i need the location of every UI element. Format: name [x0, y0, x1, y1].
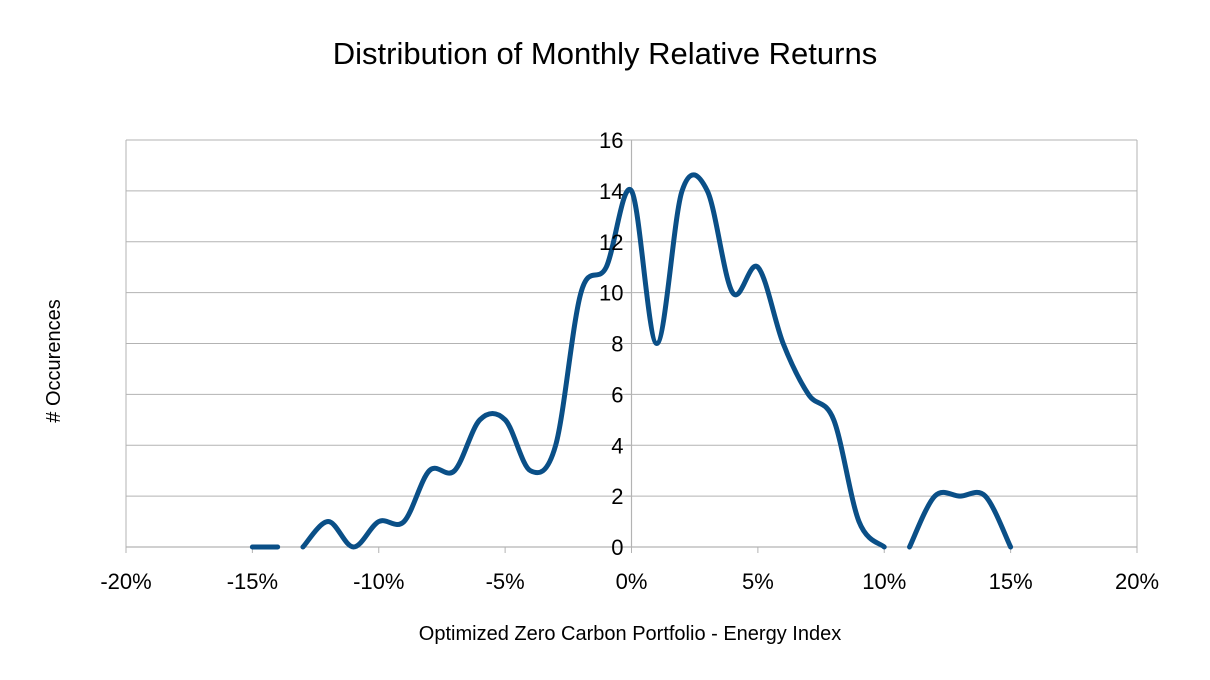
x-tick-label: 20%	[1115, 569, 1159, 594]
y-tick-label: 16	[599, 128, 623, 153]
series	[249, 172, 1014, 550]
x-tick-label: 5%	[742, 569, 774, 594]
x-tick-label: 0%	[616, 569, 648, 594]
series-line-segment	[907, 489, 1014, 550]
x-tick-label: 10%	[862, 569, 906, 594]
y-tick-label: 12	[599, 230, 623, 255]
y-tick-label: 14	[599, 179, 623, 204]
axes	[125, 139, 1138, 553]
chart-title: Distribution of Monthly Relative Returns	[333, 36, 877, 71]
y-tick-label: 0	[611, 535, 623, 560]
y-tick-label: 4	[611, 433, 623, 458]
x-tick-label: -20%	[100, 569, 151, 594]
tick-labels: -20% -15% -10% -5% 0% 5% 10% 15% 20% 0 2 4 6 8 10 12 14 1…	[100, 128, 1159, 594]
x-tick-label: -5%	[486, 569, 525, 594]
y-tick-label: 6	[611, 382, 623, 407]
y-axis-title: # Occurences	[43, 299, 65, 422]
y-tick-label: 10	[599, 281, 623, 306]
x-axis-title: Optimized Zero Carbon Portfolio - Energy…	[419, 623, 841, 645]
x-tick-label: 15%	[989, 569, 1033, 594]
x-tick-label: -15%	[227, 569, 278, 594]
y-tick-label: 2	[611, 484, 623, 509]
series-line-segment	[300, 172, 887, 550]
y-tick-label: 8	[611, 332, 623, 357]
x-tick-label: -10%	[353, 569, 404, 594]
